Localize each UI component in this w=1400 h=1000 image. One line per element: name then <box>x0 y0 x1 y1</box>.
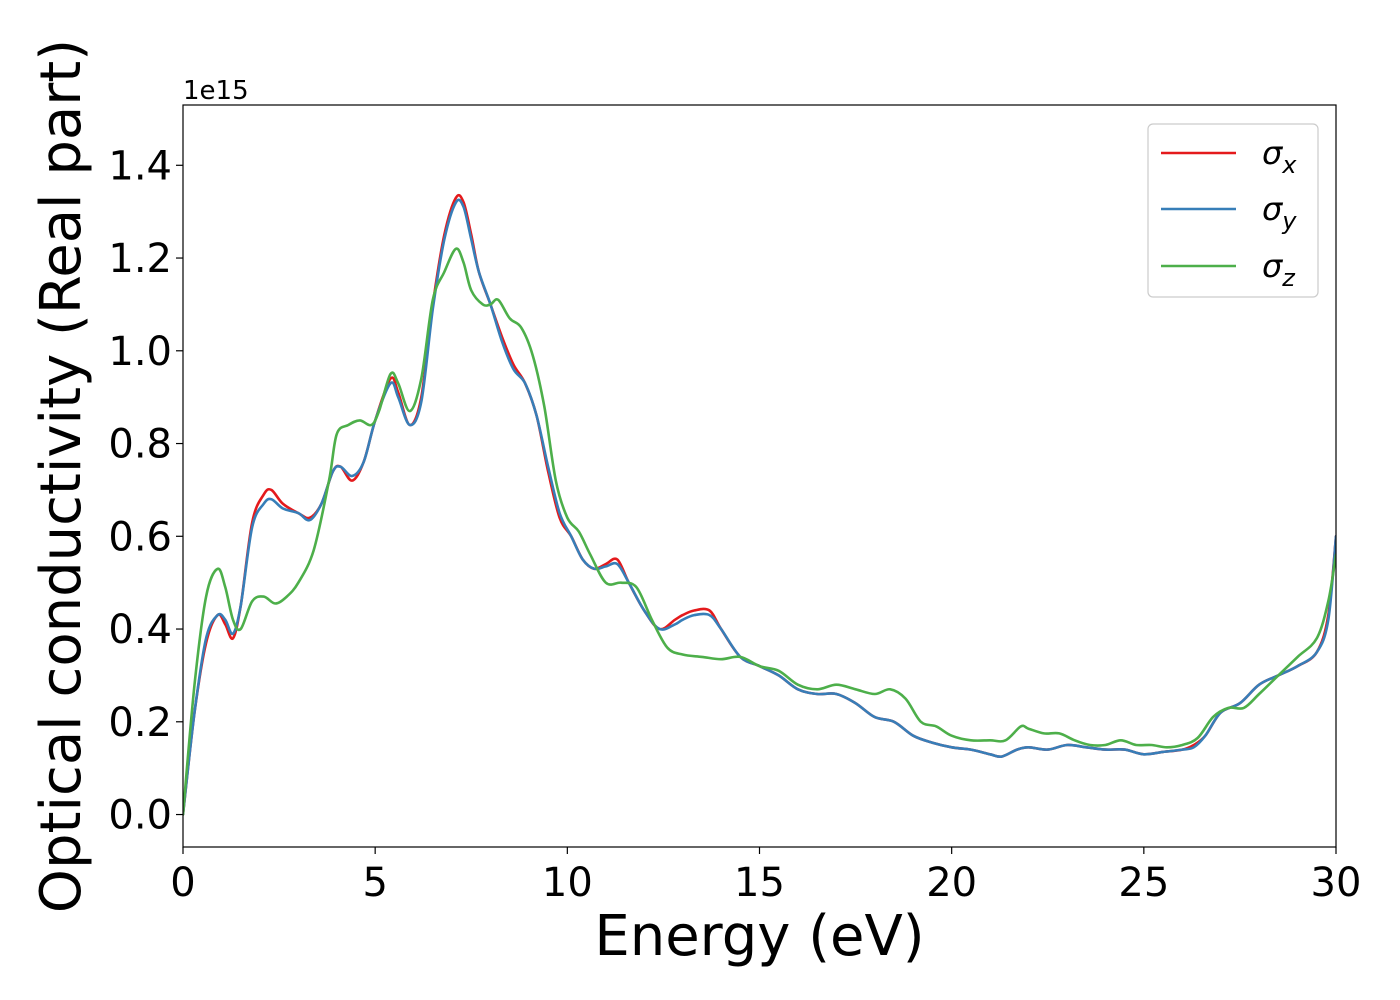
y-offset-text: 1e15 <box>183 76 249 106</box>
y-tick-label: 0.4 <box>108 607 172 653</box>
y-tick-label: 0.0 <box>108 793 172 839</box>
y-tick-label: 1.0 <box>108 329 172 375</box>
x-tick-label: 0 <box>170 860 195 906</box>
x-tick-label: 20 <box>926 860 977 906</box>
y-tick-label: 1.4 <box>108 143 172 189</box>
series-line-z <box>183 247 1336 816</box>
y-tick-label: 0.8 <box>108 422 172 468</box>
x-axis: 0 5 10 15 20 25 30 <box>170 847 1361 906</box>
legend-box <box>1147 123 1319 298</box>
x-tick-label: 15 <box>734 860 785 906</box>
x-axis-title: Energy (eV) <box>594 904 924 969</box>
x-tick-label: 25 <box>1118 860 1169 906</box>
legend-label-x: σx <box>1262 134 1297 179</box>
y-tick-label: 0.6 <box>108 514 172 560</box>
legend-label-z: σz <box>1262 247 1296 292</box>
x-tick-label: 30 <box>1311 860 1362 906</box>
legend: σx σy σz <box>1147 123 1319 298</box>
plot-series-group <box>183 193 1336 816</box>
y-tick-label: 1.2 <box>108 236 172 282</box>
y-axis: 0.0 0.2 0.4 0.6 0.8 1.0 1.2 1.4 <box>108 143 183 839</box>
x-tick-label: 10 <box>542 860 593 906</box>
x-tick-label: 5 <box>362 860 387 906</box>
y-axis-title: Optical conductivity (Real part) <box>29 39 94 913</box>
legend-label-y: σy <box>1262 190 1297 235</box>
y-tick-label: 0.2 <box>108 700 172 746</box>
